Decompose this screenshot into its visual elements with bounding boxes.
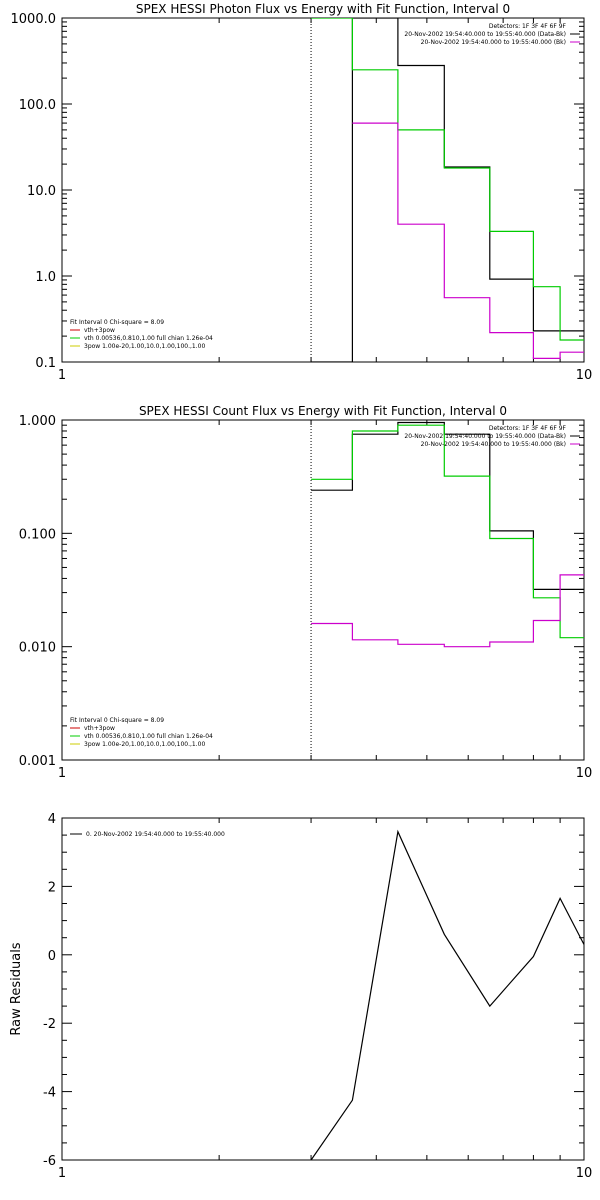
info-line: 20-Nov-2002 19:54:40.000 to 19:55:40.000… xyxy=(404,433,566,440)
y-tick-label: 10.0 xyxy=(27,184,56,199)
info-line: Detectors: 1F 3F 4F 6F 9F xyxy=(489,425,567,432)
residual-legend-label: 0. 20-Nov-2002 19:54:40.000 to 19:55:40.… xyxy=(86,831,225,838)
y-tick-label: 0.100 xyxy=(19,527,56,542)
fit-legend-label: vth+3pow xyxy=(84,725,115,732)
series-line-2 xyxy=(311,18,584,341)
y-axis-label: Raw Residuals xyxy=(9,942,24,1035)
fit-legend-header: Fit Interval 0 Chi-square = 8.09 xyxy=(70,319,164,326)
series-line-1 xyxy=(310,829,584,1160)
x-tick-label: 10 xyxy=(576,1166,593,1181)
fit-legend-header: Fit Interval 0 Chi-square = 8.09 xyxy=(70,717,164,724)
plot-frame xyxy=(61,17,585,363)
info-line: Detectors: 1F 3F 4F 6F 9F xyxy=(489,23,567,30)
y-tick-label: -2 xyxy=(43,1017,56,1032)
x-tick-label: 1 xyxy=(58,1166,66,1181)
plot-frame xyxy=(61,419,585,761)
x-tick-label: 1 xyxy=(58,766,66,781)
y-tick-label: 0.010 xyxy=(19,641,56,656)
info-line: 20-Nov-2002 19:54:40.000 to 19:55:40.000… xyxy=(404,31,566,38)
y-tick-label: 4 xyxy=(48,812,56,827)
y-tick-label: -6 xyxy=(43,1154,56,1169)
info-line: 20-Nov-2002 19:54:40.000 to 19:55:40.000… xyxy=(421,39,566,46)
fit-legend-label: 3pow 1.00e-20,1.00,10.0,1.00,100.,1.00 xyxy=(84,343,205,350)
fit-legend-label: vth 0.00536,0.810,1.00 full chian 1.26e-… xyxy=(84,733,213,740)
panel-3: 1 10 4 2 0 -2 -4 -6 Raw Residuals 0. 20-Nov-2002 … xyxy=(9,812,592,1181)
series-line-2 xyxy=(311,424,584,639)
series-line-3 xyxy=(352,122,584,359)
fit-legend-label: vth 0.00536,0.810,1.00 full chian 1.26e-… xyxy=(84,335,213,342)
y-tick-label: 2 xyxy=(48,880,56,895)
info-line: 20-Nov-2002 19:54:40.000 to 19:55:40.000… xyxy=(421,441,566,448)
panel-1: SPEX HESSI Photon Flux vs Energy with Fi… xyxy=(11,2,593,383)
plot-frame xyxy=(61,817,585,1161)
y-tick-label: 1000.0 xyxy=(11,12,57,27)
x-tick-label: 1 xyxy=(58,368,66,383)
y-tick-label: 1.0 xyxy=(35,270,56,285)
fit-legend-label: 3pow 1.00e-20,1.00,10.0,1.00,100.,1.00 xyxy=(84,741,205,748)
panel-2: SPEX HESSI Count Flux vs Energy with Fit… xyxy=(19,404,592,781)
chart-title: SPEX HESSI Count Flux vs Energy with Fit… xyxy=(139,404,507,418)
fit-legend-label: vth+3pow xyxy=(84,327,115,334)
y-tick-label: 1.000 xyxy=(19,414,56,429)
y-tick-label: 100.0 xyxy=(19,98,56,113)
x-tick-label: 10 xyxy=(576,766,593,781)
x-tick-label: 10 xyxy=(576,368,593,383)
y-tick-label: -4 xyxy=(43,1086,56,1101)
y-tick-label: 0.001 xyxy=(19,754,56,769)
y-tick-label: 0.1 xyxy=(35,356,56,371)
series-line-3 xyxy=(311,574,584,648)
chart-title: SPEX HESSI Photon Flux vs Energy with Fi… xyxy=(136,2,510,16)
y-tick-label: 0 xyxy=(48,949,56,964)
